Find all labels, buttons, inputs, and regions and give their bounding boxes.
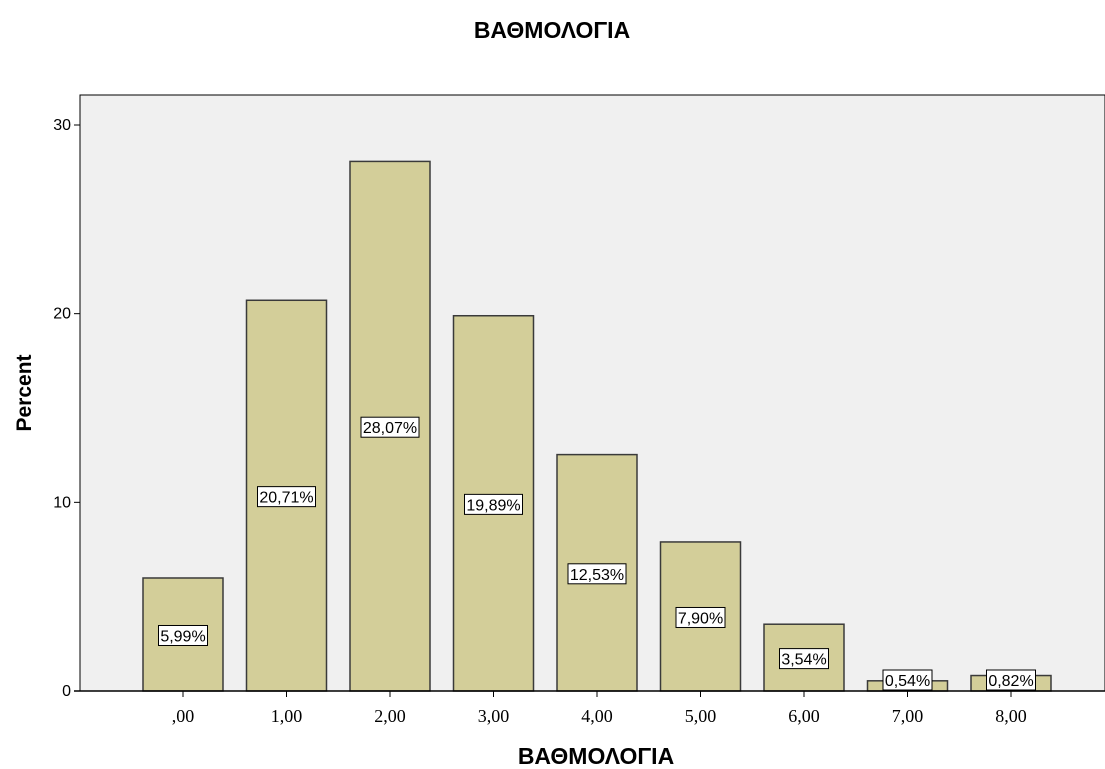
data-label: 3,54% xyxy=(781,652,826,669)
data-label-box xyxy=(882,669,933,691)
data-label: 0,82% xyxy=(988,673,1033,690)
x-axis: ,00 1,00 2,00 3,00 4,00 5,00 6,00 7,00 8,00 xyxy=(74,690,1105,726)
x-tick-label: 5,00 xyxy=(685,706,717,726)
data-label: 7,90% xyxy=(678,610,723,627)
y-axis-label: Percent xyxy=(13,354,36,431)
y-tick-label: 0 xyxy=(62,683,71,700)
data-label-box xyxy=(986,669,1036,691)
data-label: 0,54% xyxy=(885,673,930,690)
data-label: 20,71% xyxy=(259,490,313,507)
data-label-box xyxy=(567,563,627,585)
data-label: 19,89% xyxy=(466,497,520,514)
x-tick-label: ,00 xyxy=(172,706,195,726)
data-label: 5,99% xyxy=(160,628,205,645)
data-label: 28,07% xyxy=(363,420,417,437)
x-tick-label: 7,00 xyxy=(892,706,924,726)
data-labels-group: 5,99% 20,71% 28,07% 19,89% 12,53% 7,90% 3,54% 0… xyxy=(158,416,1036,691)
x-tick-label: 2,00 xyxy=(374,706,406,726)
y-axis: 0 10 20 30 xyxy=(53,117,80,700)
data-label-box xyxy=(464,493,523,515)
x-axis-label: ΒΑΘΜΟΛΟΓΙΑ xyxy=(518,743,674,769)
chart-title: ΒΑΘΜΟΛΟΓΙΑ xyxy=(474,17,630,43)
y-tick-label: 20 xyxy=(53,306,71,323)
x-tick-label: 6,00 xyxy=(788,706,820,726)
x-tick-label: 8,00 xyxy=(995,706,1027,726)
data-label: 12,53% xyxy=(570,567,624,584)
data-label-box xyxy=(360,416,420,438)
y-tick-label: 30 xyxy=(53,117,71,134)
x-tick-label: 1,00 xyxy=(271,706,303,726)
y-tick-label: 10 xyxy=(53,494,71,511)
data-label-box xyxy=(675,606,726,628)
data-label-box xyxy=(158,624,208,646)
data-label-box xyxy=(779,648,829,670)
data-label-box xyxy=(257,486,316,508)
x-tick-label: 3,00 xyxy=(478,706,510,726)
x-tick-label: 4,00 xyxy=(581,706,613,726)
